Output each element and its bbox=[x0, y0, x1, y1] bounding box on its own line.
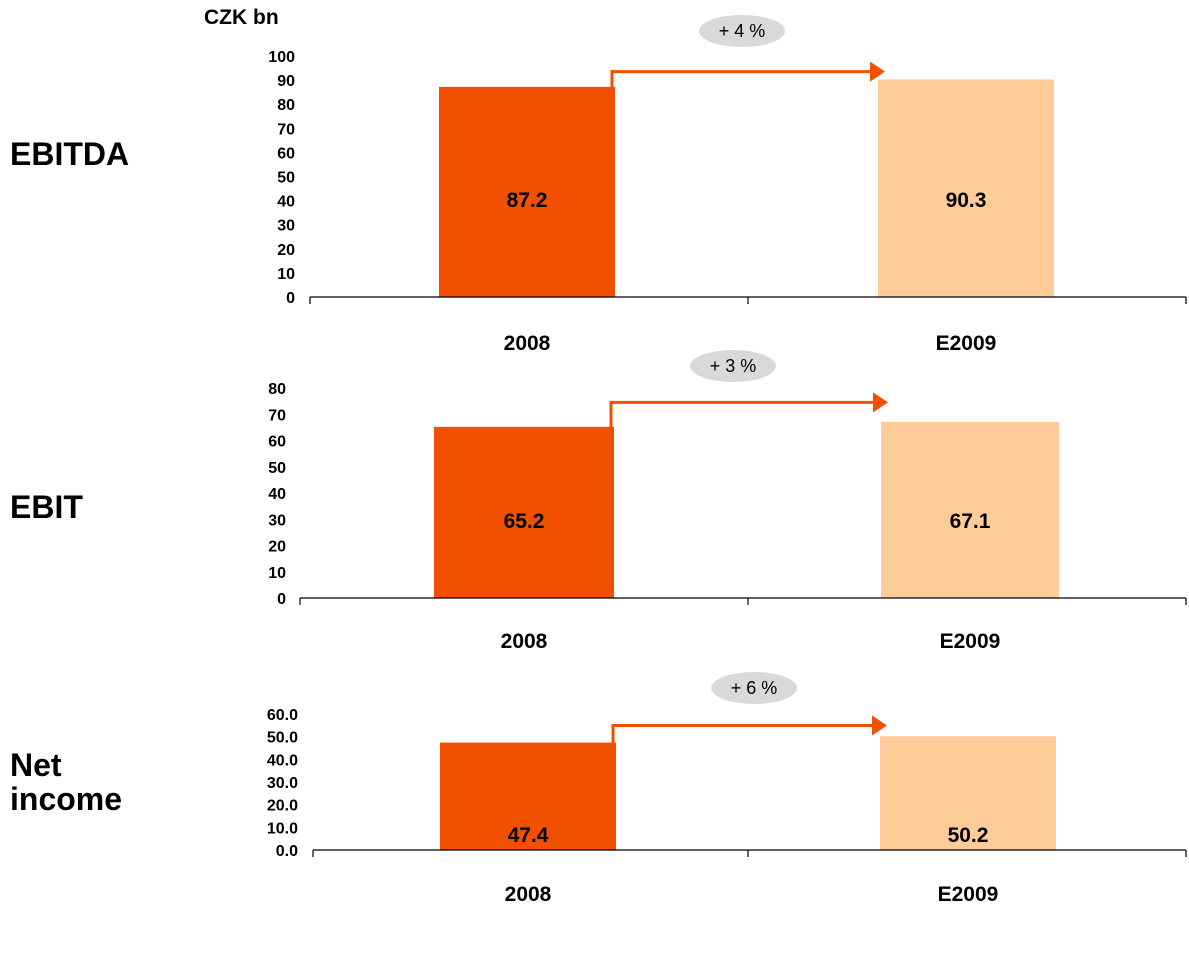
growth-label: + 3 % bbox=[710, 356, 757, 376]
growth-arrow-line bbox=[610, 70, 870, 89]
bar-2008 bbox=[434, 426, 614, 598]
unit-label: CZK bn bbox=[204, 6, 279, 29]
category-label: 2008 bbox=[501, 630, 548, 653]
y-tick-label: 50 bbox=[268, 460, 286, 477]
growth-arrow-line bbox=[609, 400, 873, 429]
chart-1: 0 10 20 30 40 50 60 70 80 65.2 67.1 2008 E2009 + 3 % bbox=[268, 350, 1187, 653]
row-title-ebit: EBIT bbox=[10, 489, 83, 525]
chart-0: 0 10 20 30 40 50 60 70 80 90 100 87.2 90.3 2008 E2009 +… bbox=[268, 15, 1187, 355]
value-label: 87.2 bbox=[507, 189, 548, 212]
bar-2008 bbox=[439, 86, 615, 298]
value-label: 50.2 bbox=[948, 824, 989, 847]
y-tick-label: 60 bbox=[268, 434, 286, 451]
growth-label: + 4 % bbox=[719, 21, 766, 41]
y-tick-label: 80 bbox=[277, 97, 295, 114]
y-tick-label: 50.0 bbox=[267, 730, 298, 747]
y-tick-label: 20 bbox=[268, 539, 286, 556]
y-tick-label: 10.0 bbox=[267, 820, 298, 837]
y-tick-label: 20 bbox=[277, 242, 295, 259]
category-label: E2009 bbox=[936, 332, 997, 355]
value-label: 65.2 bbox=[504, 510, 545, 533]
y-tick-label: 0 bbox=[277, 591, 286, 608]
y-tick-label: 30 bbox=[277, 218, 295, 235]
y-tick-label: 0 bbox=[286, 290, 295, 307]
y-tick-label: 40 bbox=[277, 194, 295, 211]
y-tick-label: 40.0 bbox=[267, 752, 298, 769]
y-tick-label: 70 bbox=[277, 121, 295, 138]
value-label: 47.4 bbox=[508, 824, 549, 847]
row-title-ebitda: EBITDA bbox=[10, 136, 130, 172]
y-tick-label: 90 bbox=[277, 73, 295, 90]
y-tick-label: 10 bbox=[268, 565, 286, 582]
bar-e2009 bbox=[880, 736, 1056, 850]
growth-badge bbox=[699, 15, 785, 47]
y-tick-label: 60 bbox=[277, 145, 295, 162]
y-tick-label: 60.0 bbox=[267, 707, 298, 724]
y-tick-label: 40 bbox=[268, 486, 286, 503]
growth-badge bbox=[711, 672, 797, 704]
y-tick-label: 80 bbox=[268, 381, 286, 398]
bar-e2009 bbox=[878, 79, 1054, 297]
value-label: 67.1 bbox=[950, 510, 991, 533]
category-label: E2009 bbox=[938, 883, 999, 906]
y-tick-label: 20.0 bbox=[267, 798, 298, 815]
growth-arrow-head bbox=[873, 392, 888, 413]
y-tick-label: 70 bbox=[268, 407, 286, 424]
growth-arrow-head bbox=[870, 61, 885, 82]
y-tick-label: 10 bbox=[277, 266, 295, 283]
growth-label: + 6 % bbox=[731, 678, 778, 698]
category-label: 2008 bbox=[505, 883, 552, 906]
y-tick-label: 0.0 bbox=[276, 843, 298, 860]
chart-2: 0.0 10.0 20.0 30.0 40.0 50.0 60.0 47.4 50.2 2008 E… bbox=[267, 672, 1187, 906]
category-label: E2009 bbox=[940, 630, 1001, 653]
y-tick-label: 30 bbox=[268, 512, 286, 529]
category-label: 2008 bbox=[504, 332, 551, 355]
y-tick-label: 30.0 bbox=[267, 775, 298, 792]
row-title-net-income: Net income bbox=[10, 747, 123, 817]
y-tick-label: 100 bbox=[268, 49, 295, 66]
growth-badge bbox=[690, 350, 776, 382]
y-tick-label: 50 bbox=[277, 170, 295, 187]
bar-2008 bbox=[440, 742, 616, 850]
growth-arrow-head bbox=[872, 715, 887, 736]
value-label: 90.3 bbox=[946, 189, 987, 212]
bar-e2009 bbox=[881, 421, 1059, 598]
growth-arrow-line bbox=[611, 723, 872, 745]
